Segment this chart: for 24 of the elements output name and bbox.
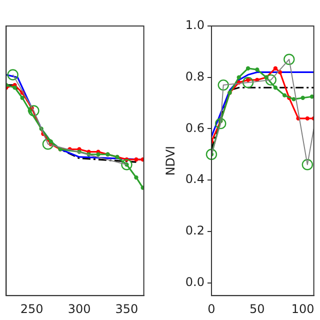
- point: [265, 74, 276, 86]
- point: [206, 148, 218, 160]
- y-tick-label: 0.6: [185, 120, 204, 135]
- point: [215, 118, 226, 130]
- x-tick-label: 350: [115, 302, 138, 316]
- y-tick-label: 0.4: [185, 172, 204, 186]
- x-tick-label: 0: [208, 302, 216, 316]
- point: [284, 54, 295, 65]
- point: [302, 159, 314, 170]
- point: [242, 76, 254, 88]
- x-tick-label: 100: [291, 302, 314, 316]
- y-axis-title: NDVI: [163, 146, 178, 176]
- point: [42, 138, 54, 150]
- y-tick-label: 1.0: [185, 18, 204, 32]
- x-tick-label: 300: [68, 302, 91, 316]
- y-tick-label: 0.8: [185, 69, 204, 84]
- x-tick-label: 50: [250, 302, 265, 316]
- point: [121, 159, 132, 170]
- x-tick-label: 250: [20, 302, 44, 316]
- point: [218, 79, 229, 91]
- y-tick-label: 0.0: [185, 274, 204, 289]
- y-tick-label: 0.2: [185, 224, 204, 238]
- point: [7, 69, 18, 80]
- point: [28, 105, 40, 116]
